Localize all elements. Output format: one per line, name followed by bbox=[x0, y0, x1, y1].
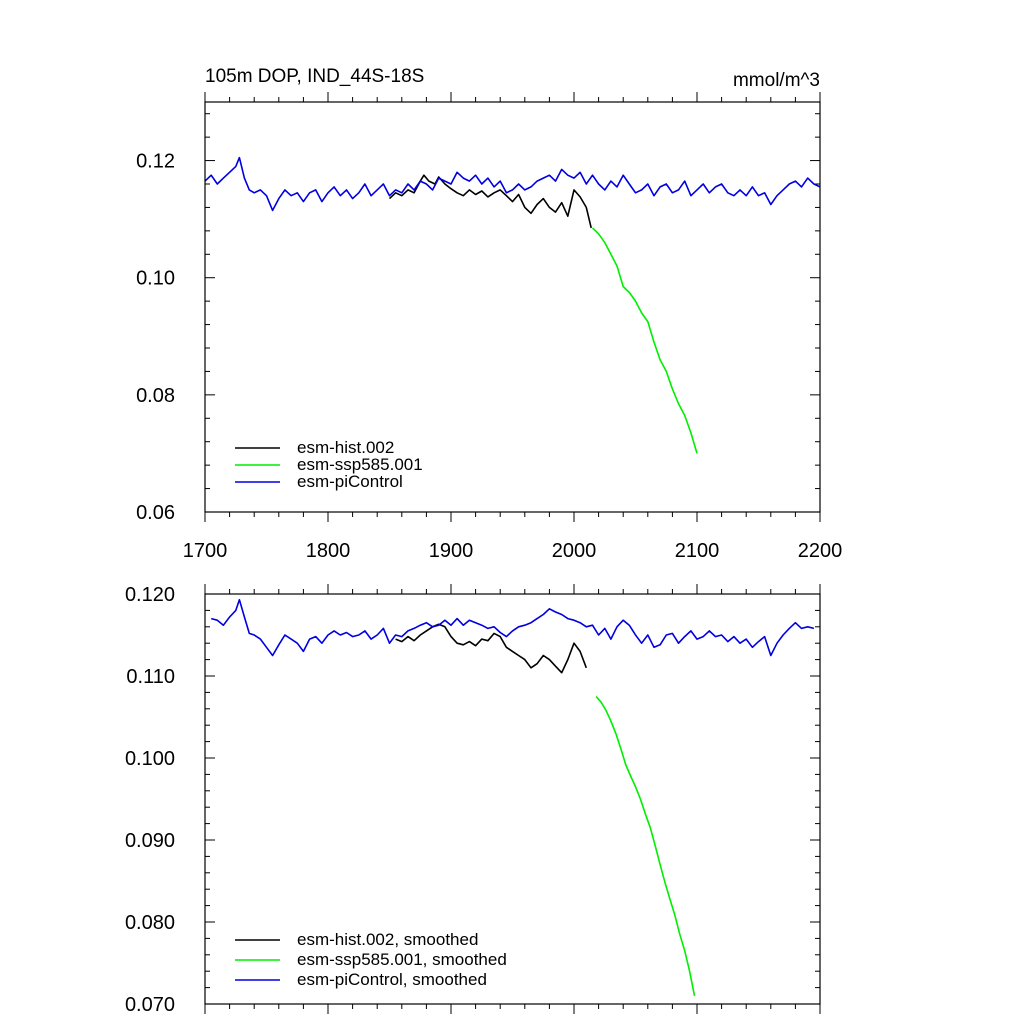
y-tick-label: 0.12 bbox=[136, 151, 175, 173]
top-panel-legend: esm-hist.002 esm-ssp585.001 esm-piContro… bbox=[235, 438, 423, 491]
series-line-hist bbox=[395, 623, 588, 674]
legend-label-picontrol: esm-piControl bbox=[297, 472, 403, 491]
y-tick-label: 0.100 bbox=[125, 748, 175, 770]
x-tick-label: 2200 bbox=[798, 540, 843, 562]
bottom-panel-frame bbox=[204, 593, 821, 1005]
bottom-panel-legend: esm-hist.002, smoothed esm-ssp585.001, s… bbox=[235, 930, 507, 989]
top-panel-series bbox=[204, 156, 821, 454]
x-tick-label: 1900 bbox=[429, 540, 474, 562]
y-tick-label: 0.06 bbox=[136, 502, 175, 524]
legend-label-picontrol-smoothed: esm-piControl, smoothed bbox=[297, 970, 487, 989]
legend-label-hist-smoothed: esm-hist.002, smoothed bbox=[297, 930, 478, 949]
top-panel-frame bbox=[204, 101, 821, 513]
legend-label-hist: esm-hist.002 bbox=[297, 438, 394, 457]
series-line-hist bbox=[388, 174, 592, 229]
x-tick-label: 1800 bbox=[306, 540, 351, 562]
top-panel: 105m DOP, IND_44S-18S mmol/m^3 1700 1800 1… bbox=[136, 66, 842, 562]
y-tick-label: 0.10 bbox=[136, 268, 175, 290]
top-panel-ticks: 1700 1800 1900 2000 2100 2200 0.06 0.08 0.10 0.12 bbox=[136, 92, 842, 562]
y-tick-label: 0.070 bbox=[125, 994, 175, 1016]
panel-title: 105m DOP, IND_44S-18S bbox=[205, 66, 424, 87]
y-tick-label: 0.110 bbox=[126, 666, 175, 688]
legend-label-ssp585: esm-ssp585.001 bbox=[297, 455, 423, 474]
series-line-picontrol bbox=[210, 598, 815, 657]
series-line-picontrol bbox=[204, 156, 821, 212]
bottom-panel-ticks: 0.070 0.080 0.090 0.100 0.110 0.120 bbox=[125, 584, 821, 1016]
units-label: mmol/m^3 bbox=[733, 70, 820, 91]
series-line-ssp585 bbox=[595, 695, 696, 996]
x-tick-label: 2100 bbox=[675, 540, 720, 562]
y-tick-label: 0.090 bbox=[125, 830, 175, 852]
x-tick-label: 1700 bbox=[183, 540, 228, 562]
bottom-panel: 0.070 0.080 0.090 0.100 0.110 0.120 esm-hist.… bbox=[125, 584, 821, 1016]
x-tick-label: 2000 bbox=[552, 540, 597, 562]
bottom-panel-series bbox=[210, 598, 815, 996]
legend-label-ssp585-smoothed: esm-ssp585.001, smoothed bbox=[297, 950, 507, 969]
y-tick-label: 0.120 bbox=[125, 584, 175, 606]
y-tick-label: 0.08 bbox=[136, 385, 175, 407]
series-line-ssp585 bbox=[591, 227, 698, 454]
y-tick-label: 0.080 bbox=[125, 912, 175, 934]
